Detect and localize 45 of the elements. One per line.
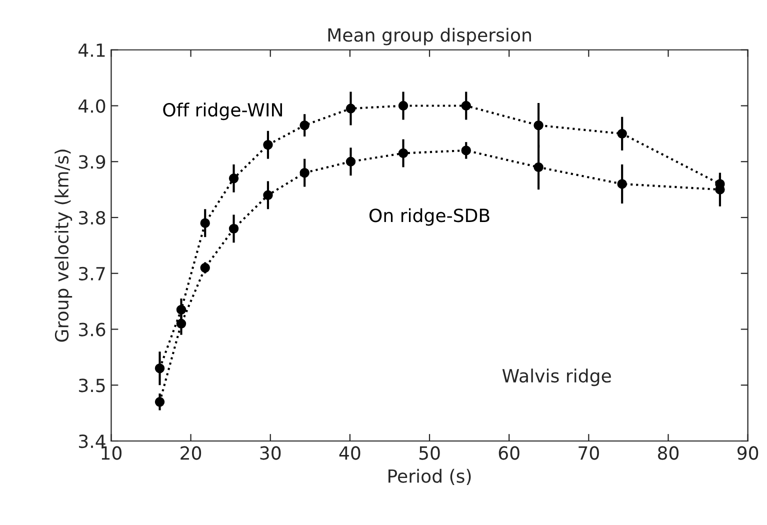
point — [617, 179, 627, 189]
point — [346, 156, 356, 166]
x-tick-label: 30 — [260, 446, 281, 460]
x-axis-title: Period (s) — [388, 468, 471, 485]
y-tick-label: 3.9 — [79, 155, 106, 169]
y-tick-label: 3.8 — [79, 210, 106, 225]
x-tick-label: 10 — [102, 446, 122, 460]
y-tick-label: 3.5 — [79, 378, 105, 392]
point — [617, 128, 627, 139]
point — [154, 364, 165, 374]
point — [200, 262, 210, 273]
point — [534, 120, 544, 130]
point — [300, 168, 310, 178]
y-tick-label: 3.6 — [79, 322, 106, 336]
x-tick-label: 40 — [339, 446, 360, 460]
point — [398, 148, 408, 158]
chart-title: Mean group dispersion — [328, 28, 531, 46]
y-tick-label: 4.1 — [78, 44, 105, 57]
point — [176, 304, 186, 315]
y-axis-title: Group velocity (km/s) — [54, 150, 72, 342]
x-tick-label: 80 — [658, 446, 679, 460]
x-tick-label: 90 — [737, 446, 758, 460]
point — [154, 397, 165, 407]
x-tick-label: 20 — [180, 446, 202, 460]
point — [176, 318, 186, 329]
point — [263, 190, 273, 200]
text: On ridge-SDB — [369, 208, 490, 226]
point — [461, 100, 471, 111]
y-tick-label: 3.7 — [79, 266, 105, 280]
series-label: Off ridge-WIN — [163, 102, 282, 120]
point — [346, 104, 356, 114]
point — [461, 146, 471, 156]
annotation: Walvis ridge — [502, 368, 611, 386]
point — [228, 224, 239, 234]
y-tick-label: 3.4 — [79, 434, 106, 448]
x-tick-label: 50 — [419, 446, 440, 460]
x-tick-label: 60 — [498, 446, 520, 460]
point — [263, 140, 273, 150]
y-tick-label: 4.0 — [78, 99, 106, 113]
x-tick-label: 70 — [578, 446, 599, 460]
point — [200, 218, 210, 228]
point — [398, 100, 408, 111]
point — [534, 162, 544, 172]
point — [300, 120, 310, 130]
point — [228, 174, 239, 184]
